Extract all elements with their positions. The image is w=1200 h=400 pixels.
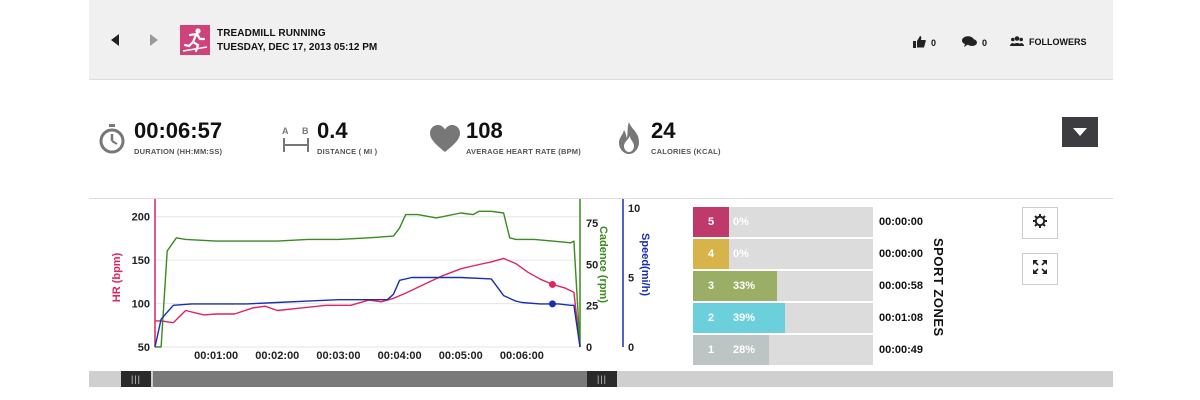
cadence-tick-label: 50 bbox=[586, 259, 598, 271]
activity-page: TREADMILL RUNNING TUESDAY, DEC 17, 2013 … bbox=[89, 0, 1113, 400]
zone-bar-fill bbox=[729, 271, 777, 301]
timeline-selected-range[interactable] bbox=[153, 371, 587, 387]
activity-chart-svg: 50 100 150 200 0 25 50 75 0 5 10 HR (bpm) Cadence (r… bbox=[111, 199, 651, 362]
zone-time: 00:00:00 bbox=[879, 216, 924, 228]
series-marker bbox=[548, 280, 556, 288]
x-tick-label: 00:06:00 bbox=[500, 350, 544, 362]
zone-percent: 28% bbox=[733, 344, 756, 356]
sport-zone-row: 3 33% 00:00:58 bbox=[693, 271, 923, 301]
x-tick-label: 00:03:00 bbox=[316, 350, 360, 362]
zone-number: 2 bbox=[693, 303, 729, 333]
timeline-handle-right[interactable]: ||| bbox=[587, 371, 617, 387]
heart-rate-value: 108 bbox=[466, 118, 503, 143]
sport-zone-row: 4 0% 00:00:00 bbox=[693, 239, 923, 269]
activity-date: TUESDAY, DEC 17, 2013 05:12 PM bbox=[217, 42, 378, 53]
cadence-tick-label: 75 bbox=[586, 218, 598, 230]
distance-icon: A B bbox=[282, 126, 310, 154]
likes-button[interactable]: 0 bbox=[913, 36, 936, 50]
zone-bar-track bbox=[729, 207, 873, 237]
options-dropdown-button[interactable] bbox=[1062, 117, 1098, 147]
series-line-cadence bbox=[155, 210, 581, 348]
heart-icon bbox=[430, 125, 460, 157]
zone-time: 00:00:00 bbox=[879, 248, 924, 260]
calories-value: 24 bbox=[651, 118, 676, 143]
x-tick-label: 00:05:00 bbox=[439, 350, 483, 362]
timeline-scrollbar[interactable]: ||| ||| bbox=[89, 371, 1113, 387]
calories-stat: 24 CALORIES (KCAL) bbox=[651, 118, 721, 157]
followers-label: FOLLOWERS bbox=[1029, 37, 1087, 47]
duration-value: 00:06:57 bbox=[134, 118, 223, 143]
activity-header: TREADMILL RUNNING TUESDAY, DEC 17, 2013 … bbox=[89, 0, 1113, 80]
heart-rate-label: AVERAGE HEART RATE (BPM) bbox=[466, 147, 581, 156]
sport-zone-row: 5 0% 00:00:00 bbox=[693, 207, 923, 237]
duration-stat: 00:06:57 DURATION (HH:MM:SS) bbox=[134, 118, 223, 157]
activity-chart: 50 100 150 200 0 25 50 75 0 5 10 HR (bpm) Cadence (r… bbox=[89, 199, 669, 369]
distance-stat: 0.4 DISTANCE ( MI ) bbox=[317, 118, 378, 157]
distance-value: 0.4 bbox=[317, 118, 348, 143]
distance-label: DISTANCE ( MI ) bbox=[317, 147, 378, 156]
gear-icon bbox=[1033, 213, 1047, 233]
sport-zones-title: SPORT ZONES bbox=[931, 238, 946, 337]
expand-icon bbox=[1033, 259, 1047, 279]
x-tick-label: 00:01:00 bbox=[194, 350, 238, 362]
likes-count: 0 bbox=[931, 38, 937, 48]
comments-count: 0 bbox=[982, 37, 988, 48]
followers-button[interactable]: FOLLOWERS bbox=[1010, 36, 1087, 48]
zone-number: 4 bbox=[693, 239, 729, 269]
thumbs-up-icon bbox=[913, 36, 926, 50]
heart-rate-stat: 108 AVERAGE HEART RATE (BPM) bbox=[466, 118, 581, 157]
series-line-speed bbox=[154, 276, 581, 348]
stopwatch-icon bbox=[99, 124, 125, 159]
hr-tick-label: 150 bbox=[132, 255, 150, 267]
duration-label: DURATION (HH:MM:SS) bbox=[134, 147, 223, 156]
zone-number: 1 bbox=[693, 335, 729, 365]
zone-percent: 39% bbox=[733, 312, 756, 324]
zone-bar-fill bbox=[729, 303, 786, 333]
zone-percent: 0% bbox=[733, 248, 749, 260]
zone-time: 00:00:58 bbox=[879, 280, 924, 292]
speed-tick-label: 10 bbox=[628, 203, 640, 215]
series-marker bbox=[548, 300, 556, 308]
speed-tick-label: 5 bbox=[628, 273, 634, 285]
summary-stats: 00:06:57 DURATION (HH:MM:SS) A B 0.4 DIS… bbox=[89, 80, 1113, 199]
activity-title: TREADMILL RUNNING bbox=[217, 28, 326, 39]
sport-zone-row: 2 39% 00:01:08 bbox=[693, 303, 923, 333]
comments-button[interactable]: 0 bbox=[962, 36, 987, 49]
x-tick-label: 00:04:00 bbox=[378, 350, 422, 362]
cadence-axis-title: Cadence (rpm) bbox=[597, 226, 609, 303]
zone-bar-fill bbox=[729, 335, 770, 365]
hr-tick-label: 100 bbox=[132, 299, 150, 311]
runner-icon bbox=[180, 25, 210, 55]
distance-icon-b: B bbox=[302, 126, 309, 136]
hr-tick-label: 200 bbox=[132, 212, 150, 224]
plot-background bbox=[155, 208, 580, 347]
zone-number: 5 bbox=[693, 207, 729, 237]
sport-zone-row: 1 28% 00:00:49 bbox=[693, 335, 923, 365]
zone-percent: 0% bbox=[733, 216, 749, 228]
speed-tick-label: 0 bbox=[628, 342, 634, 354]
zone-number: 3 bbox=[693, 271, 729, 301]
hr-tick-label: 50 bbox=[138, 342, 150, 354]
zone-bar-track bbox=[729, 239, 873, 269]
timeline-handle-left[interactable]: ||| bbox=[121, 371, 151, 387]
next-activity-button[interactable] bbox=[150, 34, 158, 46]
speed-axis-title: Speed(mi/h) bbox=[639, 233, 651, 296]
zone-time: 00:00:49 bbox=[879, 344, 924, 356]
calories-label: CALORIES (KCAL) bbox=[651, 147, 721, 156]
zone-time: 00:01:08 bbox=[879, 312, 924, 324]
people-icon bbox=[1010, 36, 1024, 48]
cadence-tick-label: 0 bbox=[586, 342, 592, 354]
x-tick-label: 00:02:00 bbox=[255, 350, 299, 362]
previous-activity-button[interactable] bbox=[111, 34, 119, 46]
flame-icon bbox=[618, 122, 640, 159]
settings-button[interactable] bbox=[1022, 207, 1058, 239]
zone-percent: 33% bbox=[733, 280, 756, 292]
chat-icon bbox=[962, 36, 977, 49]
hr-axis-title: HR (bpm) bbox=[111, 252, 123, 302]
cadence-tick-label: 25 bbox=[586, 301, 598, 313]
distance-icon-a: A bbox=[282, 126, 289, 136]
fullscreen-button[interactable] bbox=[1022, 253, 1058, 285]
